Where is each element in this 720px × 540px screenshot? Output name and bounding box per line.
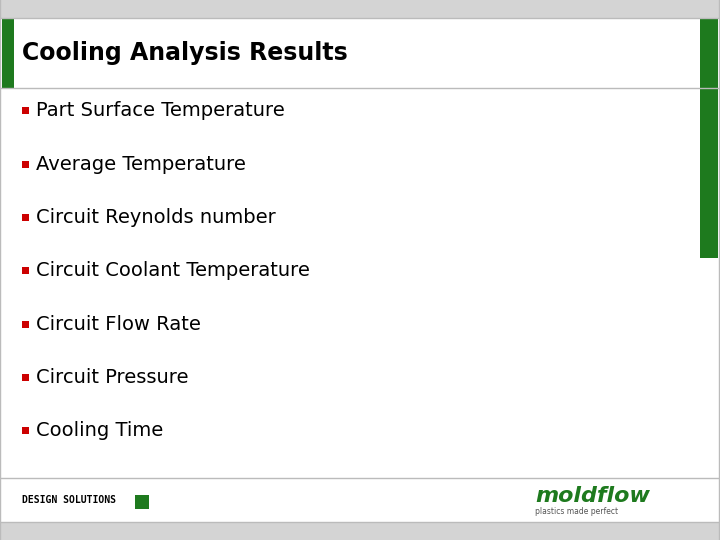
- Bar: [0, 0, 720, 18]
- Text: Circuit Reynolds number: Circuit Reynolds number: [36, 208, 276, 227]
- Bar: [0, 522, 720, 540]
- Text: Cooling Time: Cooling Time: [36, 421, 163, 440]
- Bar: [2, 18, 14, 88]
- Text: Circuit Pressure: Circuit Pressure: [36, 368, 189, 387]
- Bar: [0, 18, 720, 88]
- Text: Circuit Coolant Temperature: Circuit Coolant Temperature: [36, 261, 310, 280]
- Text: Circuit Flow Rate: Circuit Flow Rate: [36, 315, 201, 334]
- Text: moldflow: moldflow: [535, 486, 650, 506]
- Text: plastics made perfect: plastics made perfect: [535, 508, 618, 516]
- Bar: [22, 321, 29, 328]
- Bar: [22, 107, 29, 114]
- Bar: [22, 374, 29, 381]
- Bar: [22, 267, 29, 274]
- Bar: [0, 88, 720, 478]
- Text: DESIGN SOLUTIONS: DESIGN SOLUTIONS: [22, 495, 116, 505]
- Bar: [0, 478, 720, 522]
- Bar: [700, 18, 718, 258]
- Bar: [22, 161, 29, 168]
- Bar: [22, 214, 29, 221]
- Bar: [135, 495, 149, 509]
- Text: Cooling Analysis Results: Cooling Analysis Results: [22, 41, 348, 65]
- Bar: [22, 427, 29, 434]
- Text: Average Temperature: Average Temperature: [36, 155, 246, 174]
- Text: Part Surface Temperature: Part Surface Temperature: [36, 102, 284, 120]
